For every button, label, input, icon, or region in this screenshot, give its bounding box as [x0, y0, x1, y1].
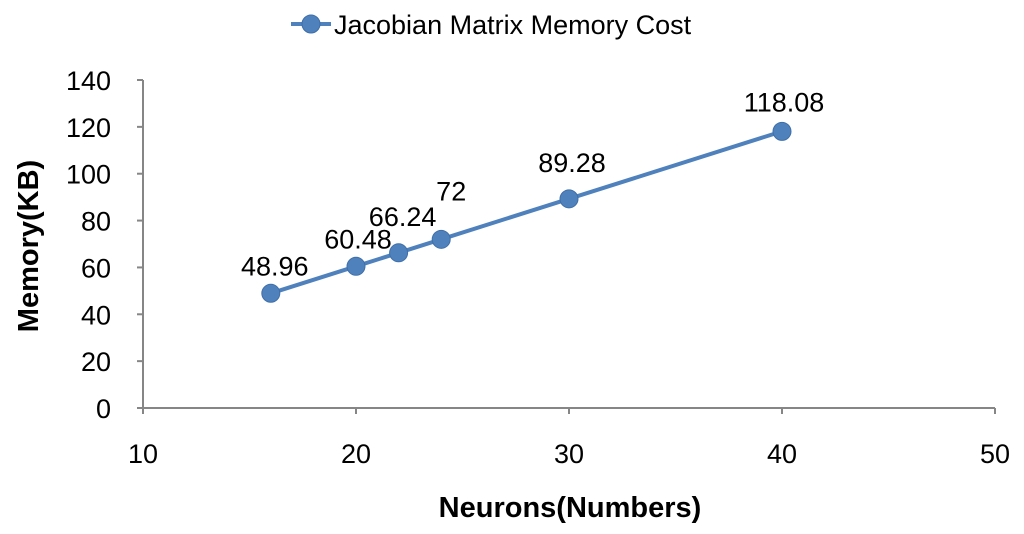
y-tick-label: 80: [81, 207, 111, 237]
y-tick-label: 40: [81, 300, 111, 330]
y-axis-title: Memory(KB): [13, 160, 45, 332]
data-label: 118.08: [744, 87, 825, 117]
x-tick-label: 50: [980, 439, 1010, 469]
legend: Jacobian Matrix Memory Cost: [291, 10, 692, 40]
data-point: [346, 256, 366, 276]
data-label: 72: [436, 176, 466, 206]
y-tick-label: 100: [66, 160, 111, 190]
y-tick-label: 120: [66, 113, 111, 143]
x-tick-label: 40: [767, 439, 797, 469]
data-label: 66.24: [369, 202, 437, 232]
data-label: 89.28: [538, 148, 606, 178]
data-point: [261, 283, 281, 303]
y-tick-label: 140: [66, 66, 111, 96]
tick-labels: 0 20 40 60 80 100 120 140 10 20 30 40 50: [66, 66, 1010, 469]
y-tick-label: 0: [96, 394, 111, 424]
y-tick-label: 60: [81, 253, 111, 283]
x-tick-label: 30: [554, 439, 584, 469]
x-axis-title: Neurons(Numbers): [439, 492, 702, 524]
legend-label: Jacobian Matrix Memory Cost: [334, 10, 692, 40]
x-tick-label: 20: [341, 439, 371, 469]
series-line: [270, 129, 783, 296]
axes: [137, 79, 996, 414]
data-label: 60.48: [324, 224, 392, 254]
series: [261, 121, 792, 303]
x-tick-label: 10: [128, 439, 158, 469]
data-label: 48.96: [241, 251, 309, 281]
data-point: [559, 189, 579, 209]
data-point: [772, 121, 792, 141]
legend-marker: [301, 14, 321, 34]
data-point: [431, 229, 451, 249]
y-tick-label: 20: [81, 347, 111, 377]
data-point: [389, 243, 409, 263]
